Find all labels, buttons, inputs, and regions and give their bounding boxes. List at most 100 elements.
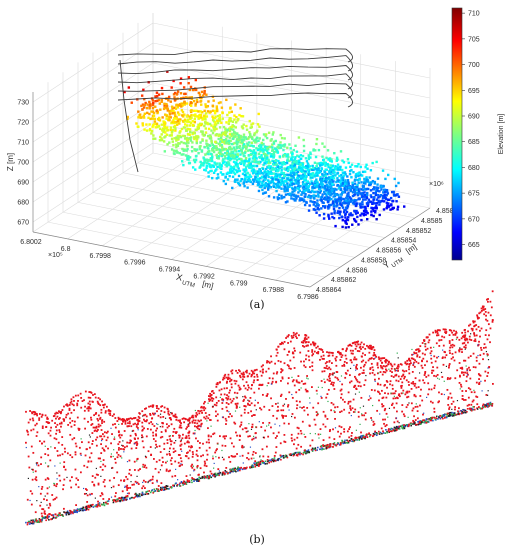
canopy-point — [429, 346, 432, 349]
canopy-point — [421, 359, 423, 362]
canopy-point — [147, 450, 150, 453]
cloud-point — [309, 195, 313, 198]
cloud-point — [219, 166, 222, 170]
canopy-point — [283, 348, 286, 351]
cloud-point — [309, 172, 313, 176]
canopy-point — [95, 473, 98, 476]
ground-point — [120, 499, 123, 501]
cloud-point — [212, 99, 215, 102]
cloud-point — [218, 116, 221, 120]
cloud-point — [216, 121, 220, 125]
canopy-point — [463, 342, 466, 344]
ground-point — [55, 516, 58, 519]
ground-point — [74, 510, 77, 513]
cloud-point — [247, 163, 251, 167]
cloud-point — [196, 135, 200, 138]
canopy-point — [204, 407, 207, 410]
cloud-point — [364, 165, 367, 169]
cloud-point — [341, 206, 345, 209]
canopy-point — [35, 435, 38, 437]
cloud-point — [209, 158, 212, 162]
cloud-point — [171, 130, 174, 133]
canopy-point — [203, 460, 206, 463]
ground-point — [413, 421, 416, 423]
canopy-point — [325, 396, 328, 399]
cloud-point — [308, 182, 312, 186]
ground-point — [417, 421, 419, 423]
ground-point — [340, 442, 342, 445]
canopy-point — [286, 353, 289, 356]
cloud-point — [189, 101, 193, 104]
grid-line — [32, 122, 154, 203]
canopy-point — [114, 495, 117, 498]
cloud-point — [331, 200, 335, 203]
canopy-point — [405, 391, 408, 394]
canopy-point — [469, 323, 472, 326]
canopy-point — [267, 455, 270, 458]
ground-point — [27, 522, 29, 524]
canopy-point — [153, 458, 155, 460]
cloud-point — [311, 168, 314, 171]
cloud-point — [361, 206, 364, 209]
ground-point — [105, 502, 108, 505]
cloud-point — [266, 155, 269, 158]
canopy-point — [141, 434, 143, 437]
canopy-point — [450, 357, 453, 360]
cloud-point — [339, 201, 342, 205]
cloud-point — [327, 158, 330, 161]
cloud-point — [224, 151, 227, 155]
cloud-point — [314, 185, 318, 189]
canopy-point — [241, 428, 244, 431]
ground-point — [214, 475, 216, 478]
cloud-point — [332, 216, 336, 220]
cloud-point — [321, 155, 324, 158]
ground-point — [178, 485, 181, 487]
cloud-point — [173, 91, 177, 95]
canopy-point — [436, 366, 439, 369]
canopy-point — [234, 455, 237, 458]
cloud-point — [328, 192, 331, 196]
ground-point — [221, 472, 224, 475]
cloud-point — [333, 151, 336, 155]
canopy-point — [461, 371, 463, 374]
cloud-point — [248, 119, 251, 123]
cloud-point — [336, 163, 340, 166]
canopy-point — [471, 328, 474, 330]
canopy-point — [145, 420, 148, 423]
colorbar-tick-label: 665 — [468, 242, 480, 249]
canopy-point — [126, 478, 129, 481]
cloud-point — [152, 101, 155, 105]
canopy-point — [357, 343, 360, 346]
canopy-point — [360, 360, 363, 363]
cloud-point — [272, 131, 275, 134]
canopy-point — [443, 336, 446, 339]
cloud-point — [313, 200, 316, 204]
cloud-point — [299, 184, 302, 188]
canopy-point — [458, 349, 460, 352]
ground-point — [25, 521, 27, 524]
cloud-point — [299, 198, 302, 202]
canopy-point — [313, 350, 316, 353]
canopy-point — [144, 413, 147, 416]
ground-point — [237, 466, 240, 469]
cloud-point — [257, 181, 260, 184]
cloud-point — [174, 129, 177, 132]
cloud-point — [203, 114, 206, 118]
ground-point — [344, 439, 346, 442]
ground-point — [34, 520, 36, 523]
canopy-point — [434, 329, 437, 332]
canopy-point — [35, 519, 38, 522]
canopy-point — [117, 443, 120, 446]
cloud-point — [317, 168, 320, 172]
cloud-point — [175, 120, 178, 124]
canopy-point — [156, 445, 158, 448]
cloud-point — [304, 187, 308, 191]
cloud-point — [244, 168, 247, 171]
cloud-point — [248, 179, 252, 182]
cloud-point — [189, 121, 193, 125]
cloud-point — [321, 142, 324, 145]
ground-point — [33, 520, 35, 523]
canopy-point — [210, 472, 213, 475]
cloud-point — [346, 205, 350, 208]
canopy-point — [469, 388, 472, 391]
